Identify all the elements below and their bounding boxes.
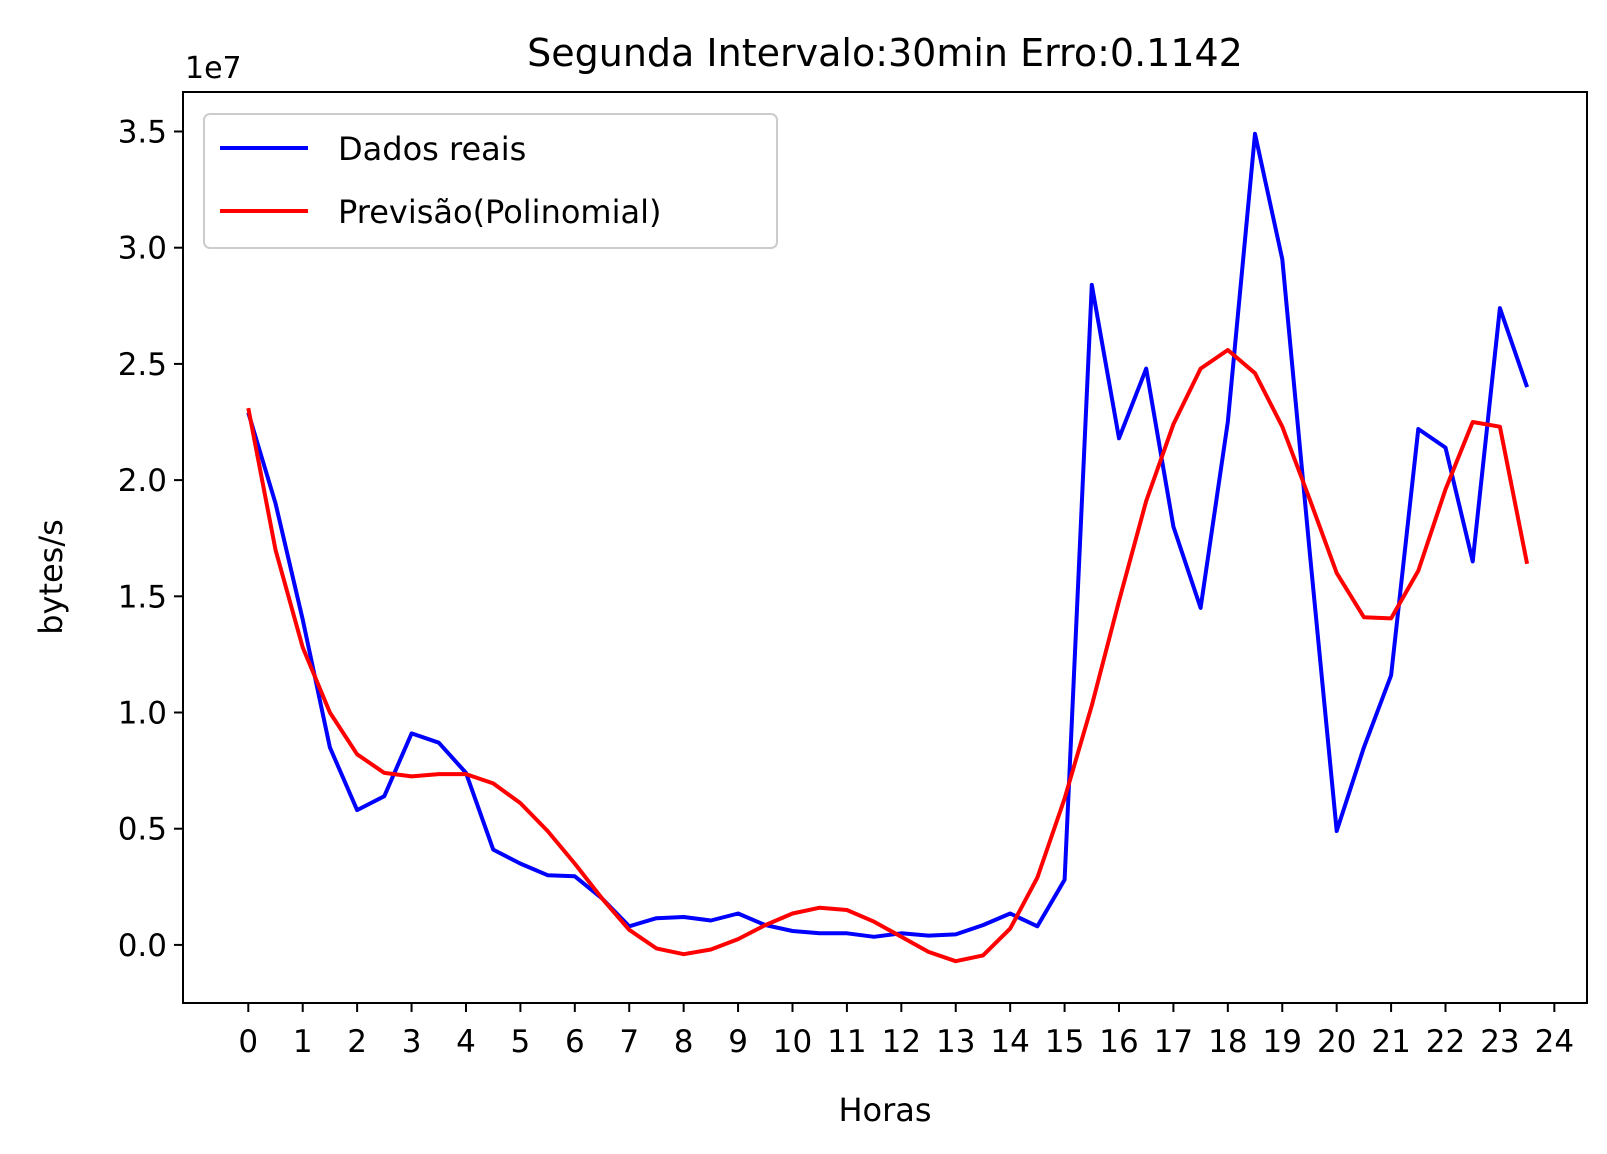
y-tick-label: 3.5 <box>118 115 167 151</box>
x-tick-label: 21 <box>1371 1024 1410 1060</box>
x-tick-label: 2 <box>347 1024 367 1060</box>
x-tick-label: 7 <box>619 1024 639 1060</box>
legend-label-dados-reais: Dados reais <box>338 130 526 168</box>
y-tick-label: 0.5 <box>118 812 167 848</box>
x-tick-label: 9 <box>728 1024 748 1060</box>
y-axis-offset-label: 1e7 <box>185 51 242 86</box>
y-tick-label: 1.0 <box>118 696 167 732</box>
y-axis-label: bytes/s <box>32 519 70 635</box>
x-tick-label: 5 <box>511 1024 531 1060</box>
series-line-dados-reais <box>246 131 1529 939</box>
series-layer <box>246 131 1530 964</box>
x-axis-ticks: 0 1 2 3 4 5 6 7 8 9 10 11 12 13 14 15 16 17 18 19 20 21 22 23 24 <box>238 1003 1574 1060</box>
x-tick-label: 16 <box>1099 1024 1138 1060</box>
y-tick-label: 0.0 <box>118 928 167 964</box>
y-tick-label: 2.0 <box>118 463 167 499</box>
x-tick-label: 0 <box>238 1024 258 1060</box>
x-axis-label: Horas <box>838 1091 931 1129</box>
x-tick-label: 11 <box>827 1024 866 1060</box>
x-tick-label: 12 <box>882 1024 921 1060</box>
x-tick-label: 10 <box>773 1024 812 1060</box>
plot-frame <box>182 91 1588 1004</box>
x-tick-label: 6 <box>565 1024 585 1060</box>
x-tick-label: 19 <box>1263 1024 1302 1060</box>
x-tick-label: 17 <box>1154 1024 1193 1060</box>
x-tick-label: 15 <box>1045 1024 1084 1060</box>
x-tick-label: 8 <box>674 1024 694 1060</box>
y-tick-label: 1.5 <box>118 579 167 615</box>
x-tick-label: 14 <box>990 1024 1029 1060</box>
y-axis-ticks: 0.0 0.5 1.0 1.5 2.0 2.5 3.0 3.5 <box>118 115 183 964</box>
x-tick-label: 23 <box>1480 1024 1519 1060</box>
legend: Dados reais Previsão(Polinomial) <box>203 113 778 249</box>
x-tick-label: 4 <box>456 1024 476 1060</box>
y-tick-label: 3.0 <box>118 231 167 267</box>
x-tick-label: 24 <box>1535 1024 1574 1060</box>
x-tick-label: 13 <box>936 1024 975 1060</box>
x-tick-label: 3 <box>402 1024 422 1060</box>
chart-title: Segunda Intervalo:30min Erro:0.1142 <box>527 31 1243 75</box>
series-line-previsao <box>246 348 1530 964</box>
x-tick-label: 18 <box>1208 1024 1247 1060</box>
x-tick-label: 20 <box>1317 1024 1356 1060</box>
legend-box <box>203 113 778 249</box>
y-tick-label: 2.5 <box>118 347 167 383</box>
x-tick-label: 22 <box>1426 1024 1465 1060</box>
legend-label-previsao: Previsão(Polinomial) <box>338 193 661 231</box>
x-tick-label: 1 <box>293 1024 313 1060</box>
